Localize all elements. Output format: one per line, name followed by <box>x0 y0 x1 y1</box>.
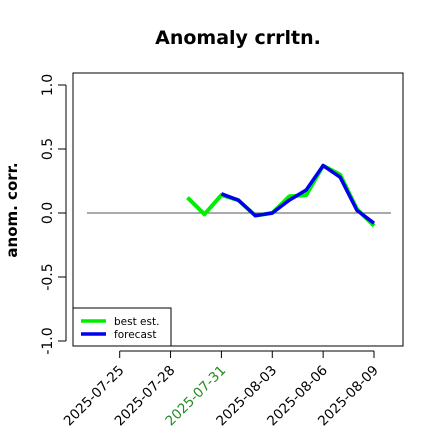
y-tick-label: 0.0 <box>40 202 56 224</box>
legend-box <box>72 307 172 347</box>
legend-label: forecast <box>114 329 156 341</box>
plot-area-frame <box>72 72 404 347</box>
y-tick-label: 0.5 <box>40 138 56 160</box>
legend: best est.forecast <box>72 307 172 347</box>
y-tick-label: 1.0 <box>40 74 56 96</box>
series-line-forecast <box>220 163 376 225</box>
legend-label: best est. <box>114 316 159 328</box>
y-tick-label: -1.0 <box>40 327 56 354</box>
series-line-best-est <box>186 163 376 228</box>
y-axis-label: anom. corr. <box>3 162 21 257</box>
chart-title: Anomaly crrltn. <box>155 27 321 49</box>
y-tick-label: -0.5 <box>40 263 56 290</box>
